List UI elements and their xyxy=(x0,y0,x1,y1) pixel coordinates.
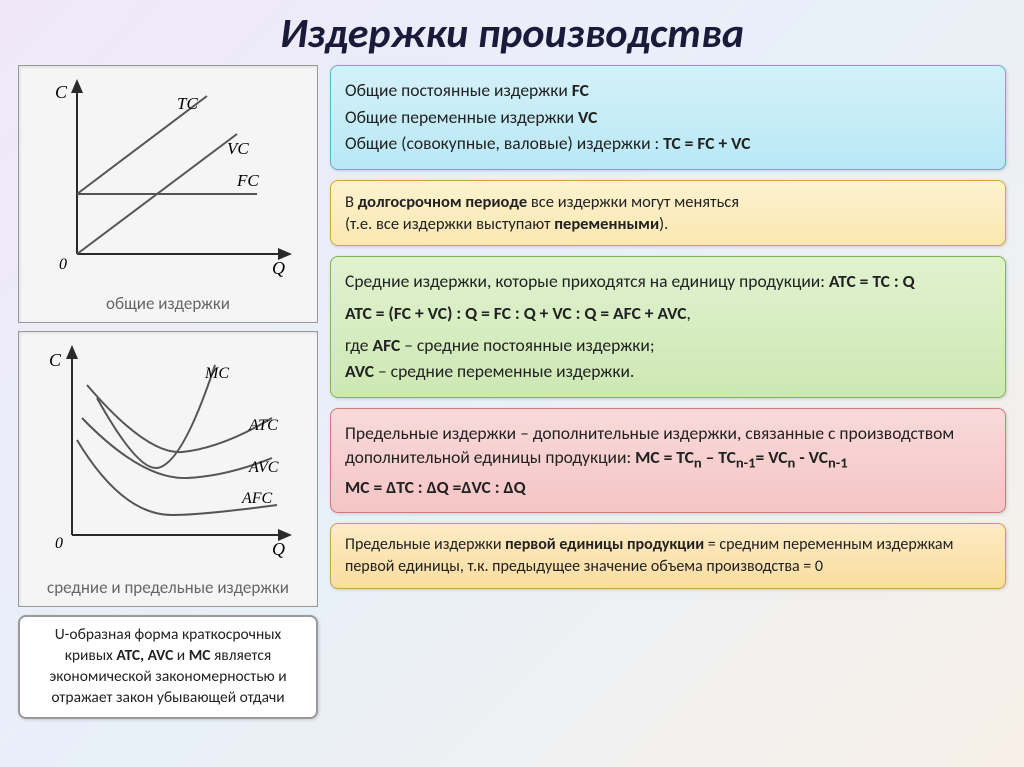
x-axis-label: Q xyxy=(272,258,285,278)
atc-label: ATC xyxy=(248,417,278,434)
vc-label: VC xyxy=(227,139,249,158)
chart-total-costs: C Q 0 FC VC TC общие издержки xyxy=(18,65,318,323)
box-total-costs: Общие постоянные издержки FC Общие перем… xyxy=(330,65,1006,170)
y-axis-label: C xyxy=(55,82,68,102)
page-title: Издержки производства xyxy=(18,8,1006,59)
afc-label: AFC xyxy=(241,490,273,507)
y-axis-label2: C xyxy=(49,350,62,370)
origin-label: 0 xyxy=(59,256,67,273)
x-axis-label2: Q xyxy=(272,539,285,559)
box-long-run: В долгосрочном периоде все издержки могу… xyxy=(330,180,1006,247)
mc-label: MC xyxy=(204,365,229,382)
box-average-costs: Средние издержки, которые приходятся на … xyxy=(330,256,1006,398)
box-first-unit: Предельные издержки первой единицы проду… xyxy=(330,523,1006,588)
fc-label: FC xyxy=(236,171,259,190)
box-marginal-costs: Предельные издержки – дополнительные изд… xyxy=(330,408,1006,513)
chart-avg-marginal: C Q 0 AFC AVC ATC MC средние и предельны… xyxy=(18,331,318,607)
avc-label: AVC xyxy=(248,459,279,476)
chart2-caption: средние и предельные издержки xyxy=(27,577,309,598)
origin-label2: 0 xyxy=(55,535,63,552)
u-shape-note: U-образная форма краткосрочных кривых AT… xyxy=(18,615,318,719)
tc-label: TC xyxy=(177,94,198,113)
chart1-caption: общие издержки xyxy=(27,293,309,314)
